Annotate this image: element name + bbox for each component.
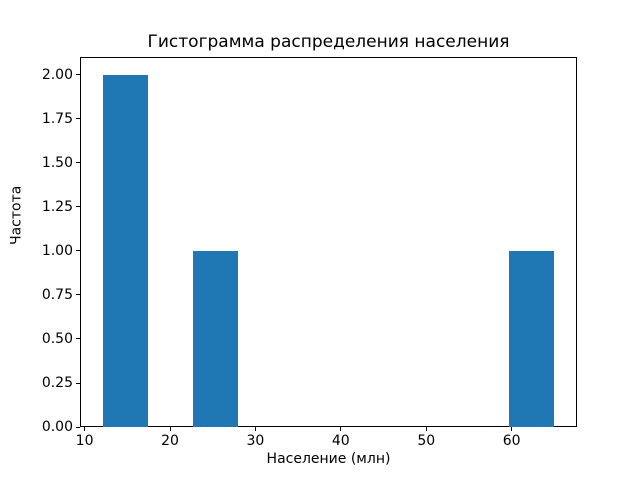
- y-tick-mark: [76, 118, 80, 120]
- y-tick-label: 0.75: [41, 286, 73, 303]
- y-tick-mark: [76, 250, 80, 252]
- x-tick-mark: [84, 427, 86, 431]
- histogram-bar: [102, 74, 148, 427]
- y-axis-label: Частота: [8, 185, 25, 245]
- y-tick-mark: [76, 338, 80, 340]
- plot-area: [80, 57, 577, 427]
- y-tick-label: 1.00: [41, 242, 73, 259]
- y-tick-label: 0.00: [41, 419, 73, 435]
- y-tick-mark: [76, 294, 80, 296]
- x-tick-label: 30: [246, 433, 265, 449]
- chart-title: Гистограмма распределения населения: [147, 32, 510, 52]
- histogram-bar: [509, 250, 555, 427]
- x-tick-mark: [425, 427, 427, 431]
- y-tick-label: 1.50: [41, 154, 73, 171]
- y-tick-mark: [76, 382, 80, 384]
- x-tick-mark: [511, 427, 513, 431]
- x-axis-label: Население (млн): [266, 451, 391, 467]
- x-tick-label: 20: [161, 433, 179, 449]
- histogram-bar: [192, 250, 239, 427]
- y-tick-label: 1.25: [41, 198, 73, 215]
- y-tick-mark: [76, 206, 80, 208]
- x-tick-mark: [340, 427, 342, 431]
- x-tick-label: 50: [417, 433, 436, 449]
- y-tick-label: 2.00: [41, 66, 73, 83]
- y-tick-label: 1.75: [41, 110, 73, 127]
- x-tick-mark: [169, 427, 171, 431]
- x-tick-label: 10: [75, 433, 94, 449]
- y-tick-label: 0.25: [41, 375, 73, 391]
- y-tick-mark: [76, 426, 80, 428]
- y-tick-mark: [76, 162, 80, 164]
- y-tick-mark: [76, 74, 80, 76]
- x-tick-label: 60: [502, 433, 521, 449]
- x-tick-mark: [254, 427, 256, 431]
- x-tick-label: 40: [331, 433, 350, 449]
- y-tick-label: 0.50: [41, 330, 73, 347]
